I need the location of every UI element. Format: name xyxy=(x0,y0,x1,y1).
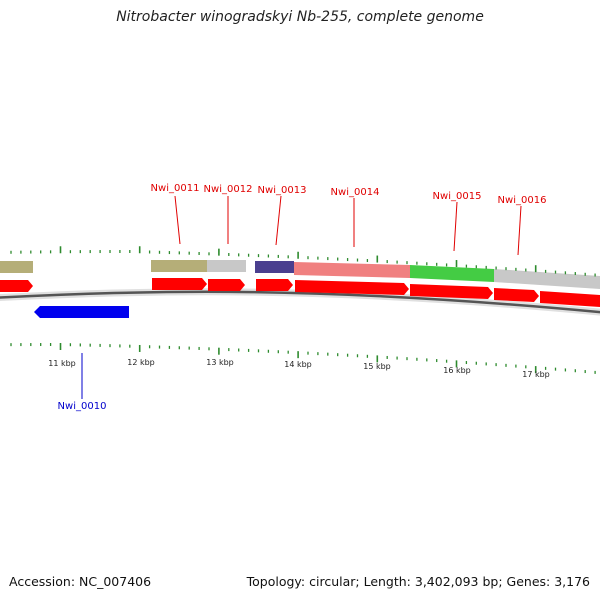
scale-label: 16 kbp xyxy=(443,366,471,375)
accession-text: Accession: NC_007406 xyxy=(9,574,152,589)
gene-label[interactable]: Nwi_0013 xyxy=(258,185,307,196)
forward-genes xyxy=(0,278,600,307)
scale-label: 12 kbp xyxy=(127,358,155,367)
cog-block xyxy=(0,261,33,273)
gene-arrow-reverse[interactable] xyxy=(34,306,129,318)
scale-label: 15 kbp xyxy=(363,362,391,371)
cog-block xyxy=(294,262,410,278)
gene-label[interactable]: Nwi_0011 xyxy=(151,183,200,194)
ticks-bottom xyxy=(10,343,596,374)
cog-strip xyxy=(0,260,600,289)
cog-block xyxy=(207,260,246,272)
scale-label: 14 kbp xyxy=(284,360,312,369)
leader-line xyxy=(453,201,458,252)
gene-arrow-forward[interactable] xyxy=(410,284,493,299)
genome-summary-text: Topology: circular; Length: 3,402,093 bp… xyxy=(246,574,590,589)
cog-block xyxy=(255,261,294,273)
gene-label[interactable]: Nwi_0015 xyxy=(433,191,482,202)
gene-arrow-forward[interactable] xyxy=(540,291,600,307)
scale-label: 17 kbp xyxy=(522,370,550,379)
gene-label[interactable]: Nwi_0016 xyxy=(498,195,547,206)
cog-block xyxy=(494,269,600,289)
cog-block xyxy=(151,260,207,272)
gene-arrow-forward[interactable] xyxy=(152,278,207,290)
gene-label[interactable]: Nwi_0012 xyxy=(204,184,253,195)
scale-label: 13 kbp xyxy=(206,358,234,367)
gene-arrow-forward[interactable] xyxy=(494,288,539,302)
leader-line xyxy=(275,195,282,246)
page-title: Nitrobacter winogradskyi Nb-255, complet… xyxy=(116,9,484,25)
gene-arrow-forward[interactable] xyxy=(0,280,33,292)
gene-label[interactable]: Nwi_0010 xyxy=(58,401,107,412)
cog-block xyxy=(410,265,494,282)
ticks-top xyxy=(10,246,596,277)
leader-line xyxy=(174,195,181,245)
leader-line xyxy=(517,205,522,256)
gene-arrow-forward[interactable] xyxy=(208,279,245,291)
gene-arrow-forward[interactable] xyxy=(256,279,293,291)
genome-backbone-line xyxy=(0,290,600,314)
scale-label: 11 kbp xyxy=(48,359,76,368)
gene-label[interactable]: Nwi_0014 xyxy=(331,187,380,198)
gene-arrow-forward[interactable] xyxy=(295,280,409,295)
gene-label-leaders xyxy=(174,195,522,256)
scale-labels: 11 kbp 12 kbp 13 kbp 14 kbp 15 kbp 16 kb… xyxy=(48,358,550,379)
